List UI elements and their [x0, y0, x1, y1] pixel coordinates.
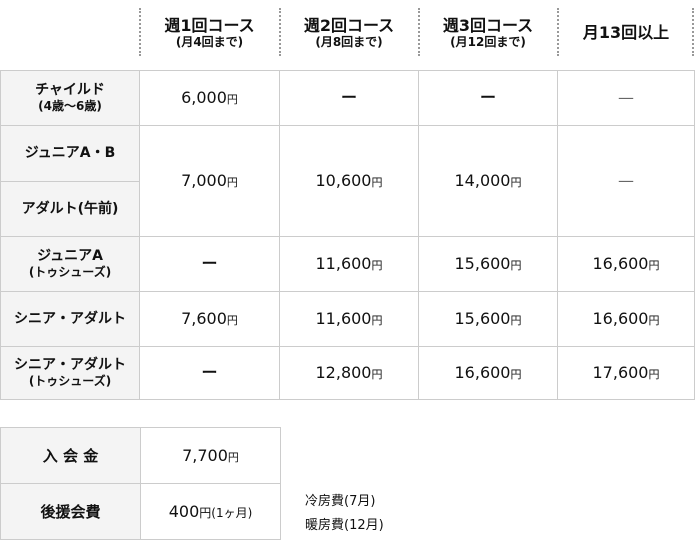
yen-unit: 円: [510, 176, 522, 190]
header-course-4: 月13回以上: [558, 10, 694, 56]
price-cell: 15,600円: [418, 236, 558, 292]
label: ジュニアA・B: [24, 145, 116, 162]
price-cell: 16,600円: [418, 346, 558, 400]
price-cell: 16,600円: [557, 236, 695, 292]
price: 7,000: [181, 171, 227, 191]
header-divider: [557, 8, 559, 56]
price: 14,000: [454, 171, 511, 191]
row-label-senior: シニア・アダルト: [0, 291, 140, 347]
label-sub: (トゥシューズ): [28, 374, 112, 389]
price-cell: 14,000円: [418, 125, 558, 237]
yen-unit: 円: [648, 314, 660, 328]
price-cell: 15,600円: [418, 291, 558, 347]
price-cell: ー: [139, 346, 280, 400]
header-course-3: 週3回コース (月12回まで): [419, 10, 557, 56]
row-label-adult-am: アダルト(午前): [0, 181, 140, 237]
price-cell: 12,800円: [279, 346, 419, 400]
header-divider: [279, 8, 281, 56]
yen-unit: 円(1ヶ月): [199, 505, 253, 520]
price: 7,600: [181, 309, 227, 329]
price-cell: ー: [418, 70, 558, 126]
yen-unit: 円: [371, 259, 383, 273]
label: チャイルド: [35, 82, 105, 99]
header-divider: [692, 8, 694, 56]
yen-unit: 円: [648, 259, 660, 273]
header-sub: (月12回まで): [450, 35, 526, 50]
entry-fee-label: 入 会 金: [0, 427, 141, 484]
row-label-senior-pointe: シニア・アダルト (トゥシューズ): [0, 346, 140, 400]
label-sub: (4歳〜6歳): [38, 99, 102, 114]
yen-unit: 円: [371, 314, 383, 328]
price: 11,600: [315, 309, 372, 329]
header-divider: [139, 8, 141, 56]
yen-unit: 円: [510, 259, 522, 273]
yen-unit: 円: [510, 368, 522, 382]
price-cell: 10,600円: [279, 125, 419, 237]
price: 6,000: [181, 88, 227, 108]
row-label-junior-a: ジュニアA (トゥシューズ): [0, 236, 140, 292]
price: 15,600: [454, 309, 511, 329]
note-cooling-fee: 冷房費(7月): [305, 494, 376, 509]
price: 15,600: [454, 254, 511, 274]
header-sub: (月8回まで): [315, 35, 383, 50]
price-cell: 6,000円: [139, 70, 280, 126]
yen-unit: 円: [510, 314, 522, 328]
price: 7,700: [182, 445, 228, 465]
price: 400: [168, 501, 200, 521]
price-cell: 17,600円: [557, 346, 695, 400]
support-fee-label: 後援会費: [0, 483, 141, 540]
yen-unit: 円: [648, 368, 660, 382]
label: シニア・アダルト: [14, 357, 126, 374]
header-divider: [418, 8, 420, 56]
label: アダルト(午前): [21, 200, 119, 217]
price-cell: 11,600円: [279, 291, 419, 347]
price-cell: 7,600円: [139, 291, 280, 347]
header-title: 週2回コース: [303, 16, 395, 36]
price: 16,600: [592, 254, 649, 274]
yen-unit: 円: [371, 368, 383, 382]
price-cell: ー: [139, 236, 280, 292]
label: ジュニアA: [37, 248, 103, 265]
entry-fee-value: 7,700円: [140, 427, 281, 484]
price-cell: —: [557, 125, 695, 237]
header-sub: (月4回まで): [175, 35, 244, 50]
header-course-2: 週2回コース (月8回まで): [280, 10, 418, 56]
header-title: 週3回コース: [442, 16, 534, 36]
support-fee-value: 400円(1ヶ月): [140, 483, 281, 540]
price: 16,600: [454, 363, 511, 383]
price-cell: ー: [279, 70, 419, 126]
header-title: 月13回以上: [582, 23, 670, 43]
header-title: 週1回コース: [164, 16, 255, 36]
label: シニア・アダルト: [14, 310, 126, 327]
yen-unit: 円: [227, 450, 239, 464]
row-label-junior-ab: ジュニアA・B: [0, 125, 140, 182]
price-cell: 7,000円: [139, 125, 280, 237]
price: 10,600: [315, 171, 372, 191]
yen-unit: 円: [226, 314, 238, 328]
yen-unit: 円: [226, 93, 238, 107]
note-heating-fee: 暖房費(12月): [305, 518, 384, 533]
price-cell: —: [557, 70, 695, 126]
header-course-1: 週1回コース (月4回まで): [140, 10, 279, 56]
price: 12,800: [315, 363, 372, 383]
yen-unit: 円: [371, 176, 383, 190]
price: 11,600: [315, 254, 372, 274]
row-label-child: チャイルド (4歳〜6歳): [0, 70, 140, 126]
price: 16,600: [592, 309, 649, 329]
yen-unit: 円: [226, 176, 238, 190]
price-cell: 16,600円: [557, 291, 695, 347]
label-sub: (トゥシューズ): [28, 265, 112, 280]
price: 17,600: [592, 363, 649, 383]
price-cell: 11,600円: [279, 236, 419, 292]
